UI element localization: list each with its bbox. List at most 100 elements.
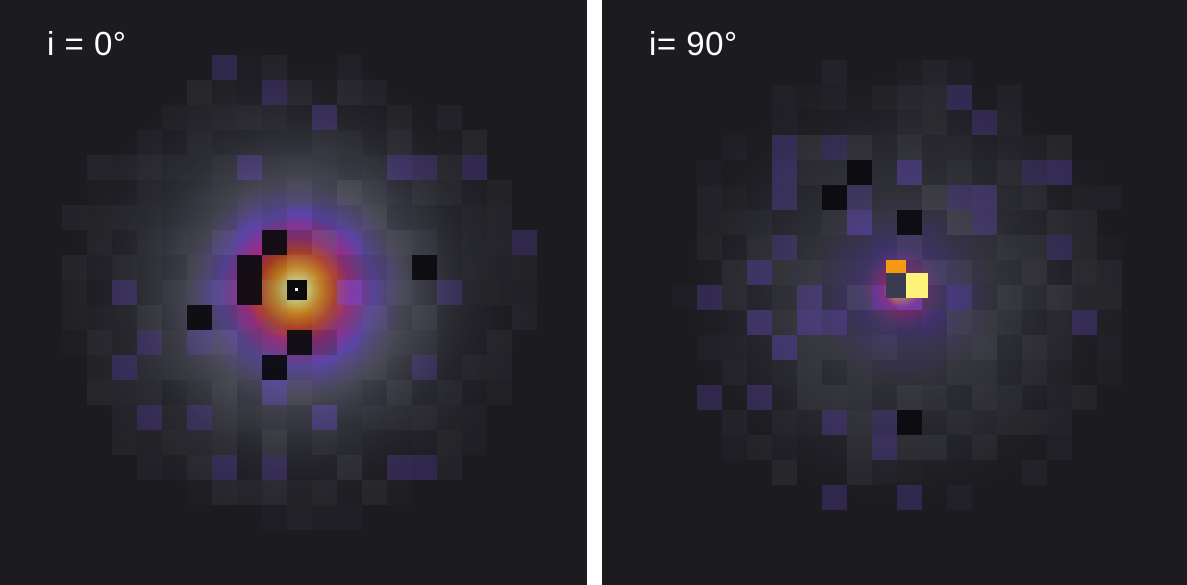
map-tile (822, 260, 847, 285)
map-tile (1022, 135, 1047, 160)
map-tile (187, 205, 212, 230)
map-tile (312, 255, 337, 280)
map-tile (187, 130, 212, 155)
map-tile (212, 255, 237, 280)
map-tile (872, 385, 897, 410)
map-tile (972, 110, 997, 135)
map-tile (187, 330, 212, 355)
map-tile (697, 235, 722, 260)
map-tile (62, 280, 87, 305)
map-tile (922, 135, 947, 160)
map-tile (87, 380, 112, 405)
map-tile (212, 105, 237, 130)
map-tile (137, 155, 162, 180)
map-tile (437, 155, 462, 180)
map-tile (162, 455, 187, 480)
map-tile (262, 55, 287, 80)
map-tile (362, 380, 387, 405)
map-tile (87, 155, 112, 180)
map-tile (337, 80, 362, 105)
map-tile (822, 385, 847, 410)
map-tile (1097, 310, 1122, 335)
map-tile (1072, 160, 1097, 185)
map-tile (112, 380, 137, 405)
map-tile (262, 480, 287, 505)
map-tile (772, 135, 797, 160)
map-tile (772, 235, 797, 260)
map-tile (212, 480, 237, 505)
map-tile (997, 85, 1022, 110)
map-tile (412, 180, 437, 205)
map-tile (897, 110, 922, 135)
map-tile (847, 285, 872, 310)
map-tile (137, 355, 162, 380)
map-tile (487, 330, 512, 355)
map-tile (337, 480, 362, 505)
map-tile (287, 255, 312, 280)
map-tile (287, 180, 312, 205)
map-tile (187, 480, 212, 505)
map-tile (137, 255, 162, 280)
map-tile (187, 430, 212, 455)
map-tile (897, 210, 922, 235)
map-tile (262, 105, 287, 130)
map-tile (162, 155, 187, 180)
map-tile (897, 385, 922, 410)
map-tile (897, 235, 922, 260)
map-tile (722, 360, 747, 385)
map-tile (412, 430, 437, 455)
map-tile (462, 405, 487, 430)
map-tile (947, 485, 972, 510)
map-tile (162, 105, 187, 130)
map-tile (462, 430, 487, 455)
map-tile (947, 85, 972, 110)
map-tile (847, 435, 872, 460)
map-tile (137, 330, 162, 355)
map-tile (162, 405, 187, 430)
panel-inclination-90: i= 90° (602, 0, 1187, 585)
map-tile (212, 280, 237, 305)
map-tile (972, 235, 997, 260)
map-tile (747, 385, 772, 410)
map-tile (997, 310, 1022, 335)
map-tile (412, 330, 437, 355)
map-tile (772, 160, 797, 185)
map-tile (972, 335, 997, 360)
map-tile (187, 230, 212, 255)
map-tile (922, 335, 947, 360)
map-tile (437, 130, 462, 155)
map-tile (337, 155, 362, 180)
map-tile (797, 335, 822, 360)
map-tile (947, 135, 972, 160)
map-tile (872, 460, 897, 485)
map-tile (362, 230, 387, 255)
map-tile (262, 330, 287, 355)
map-tile (847, 360, 872, 385)
map-tile (412, 230, 437, 255)
map-tile (212, 330, 237, 355)
map-tile (262, 505, 287, 530)
map-tile (187, 355, 212, 380)
map-tile (947, 160, 972, 185)
central-bright-cell (906, 273, 928, 298)
map-tile (872, 85, 897, 110)
emission-map-inclination-0 (0, 0, 587, 585)
map-tile (412, 405, 437, 430)
map-tile (187, 80, 212, 105)
map-tile (437, 380, 462, 405)
map-tile (822, 85, 847, 110)
map-tile (262, 280, 287, 305)
map-tile (897, 85, 922, 110)
map-tile (1072, 235, 1097, 260)
map-tile (1047, 160, 1072, 185)
map-tile (822, 160, 847, 185)
map-tile (262, 155, 287, 180)
map-tile (797, 310, 822, 335)
map-tile (1047, 335, 1072, 360)
map-tile (947, 235, 972, 260)
map-tile (337, 205, 362, 230)
emission-map-inclination-90 (602, 0, 1187, 585)
map-tile (947, 310, 972, 335)
map-tile (87, 180, 112, 205)
map-tile (137, 305, 162, 330)
